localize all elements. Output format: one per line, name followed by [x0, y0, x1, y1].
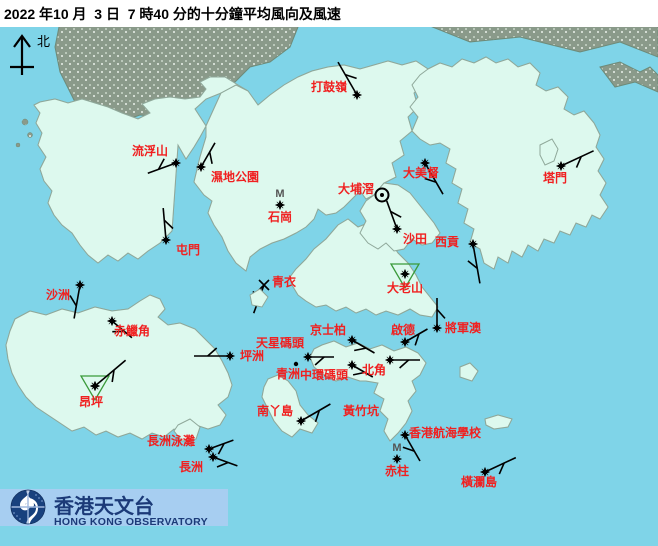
svg-text:橫瀾島: 橫瀾島	[461, 474, 497, 489]
svg-text:將軍澳: 將軍澳	[445, 320, 482, 335]
svg-text:天星碼頭: 天星碼頭	[256, 335, 305, 350]
svg-text:坪洲: 坪洲	[240, 349, 264, 363]
svg-text:中環碼頭: 中環碼頭	[300, 367, 349, 382]
svg-text:赤鱲角: 赤鱲角	[114, 323, 150, 338]
svg-text:塔門: 塔門	[543, 170, 567, 185]
svg-text:大老山: 大老山	[387, 280, 423, 295]
svg-text:長洲: 長洲	[179, 459, 203, 474]
svg-text:流浮山: 流浮山	[132, 143, 168, 158]
svg-text:南丫島: 南丫島	[257, 403, 293, 418]
svg-text:青洲: 青洲	[276, 366, 300, 381]
svg-text:西貢: 西貢	[435, 235, 459, 249]
svg-text:長洲泳灘: 長洲泳灘	[147, 433, 195, 448]
svg-text:京士柏: 京士柏	[310, 322, 346, 337]
svg-text:昂坪: 昂坪	[79, 395, 103, 409]
svg-text:屯門: 屯門	[176, 242, 200, 257]
svg-text:香港天文台: 香港天文台	[54, 494, 154, 518]
svg-text:赤柱: 赤柱	[385, 463, 409, 478]
svg-text:M: M	[275, 188, 284, 200]
svg-text:濕地公園: 濕地公園	[211, 169, 259, 184]
svg-text:啟德: 啟德	[391, 322, 415, 337]
svg-text:石崗: 石崗	[267, 209, 292, 224]
svg-text:沙洲: 沙洲	[46, 288, 70, 302]
svg-text:黃竹坑: 黃竹坑	[342, 403, 379, 418]
svg-text:青衣: 青衣	[272, 274, 296, 289]
svg-text:大埔滘: 大埔滘	[338, 181, 374, 196]
svg-text:HONG KONG OBSERVATORY: HONG KONG OBSERVATORY	[54, 516, 208, 528]
svg-text:打鼓嶺: 打鼓嶺	[311, 79, 348, 94]
svg-text:沙田: 沙田	[403, 232, 427, 246]
svg-text:M: M	[392, 442, 401, 454]
svg-text:大美督: 大美督	[403, 165, 439, 180]
svg-text:北角: 北角	[362, 362, 386, 377]
svg-text:香港航海學校: 香港航海學校	[408, 425, 482, 440]
svg-text:北: 北	[37, 34, 50, 49]
